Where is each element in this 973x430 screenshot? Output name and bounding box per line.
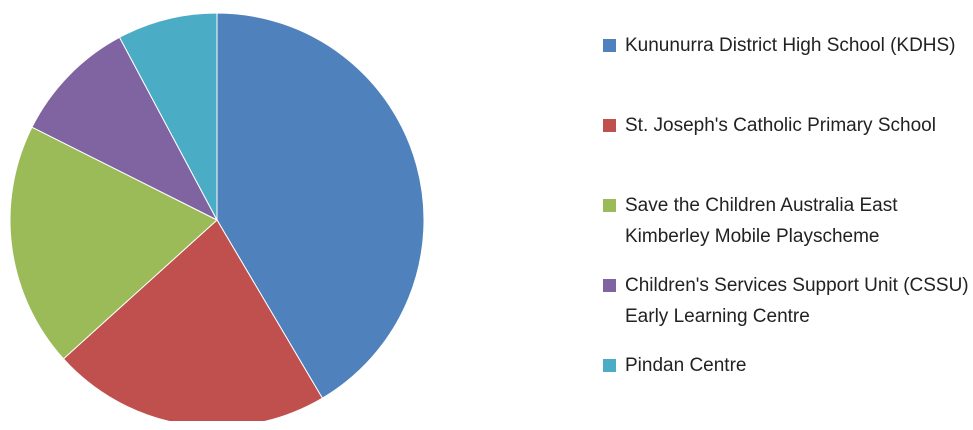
pie-slice bbox=[9, 126, 218, 360]
pie-slice bbox=[216, 12, 425, 399]
legend: Kununurra District High School (KDHS) St.… bbox=[603, 30, 973, 430]
legend-item: Save the Children Australia East Kimberl… bbox=[603, 190, 970, 270]
legend-swatch bbox=[603, 199, 616, 212]
pie-slice bbox=[62, 219, 324, 421]
legend-label: St. Joseph's Catholic Primary School bbox=[625, 115, 936, 136]
legend-label: Children's Services Support Unit (CSSU) … bbox=[625, 275, 969, 327]
legend-label: Save the Children Australia East Kimberl… bbox=[625, 195, 898, 247]
legend-label: Pindan Centre bbox=[625, 355, 747, 376]
legend-label: Kununurra District High School (KDHS) bbox=[625, 35, 956, 56]
legend-item: Kununurra District High School (KDHS) bbox=[603, 30, 970, 110]
pie-chart bbox=[9, 12, 425, 421]
legend-swatch bbox=[603, 359, 616, 372]
pie-slice bbox=[31, 36, 219, 222]
pie-slice bbox=[118, 12, 218, 221]
legend-swatch bbox=[603, 39, 616, 52]
legend-item: St. Joseph's Catholic Primary School bbox=[603, 110, 970, 190]
legend-swatch bbox=[603, 279, 616, 292]
page: {"chart_data": {"type": "pie", "categori… bbox=[9, 12, 969, 421]
legend-item: Pindan Centre bbox=[603, 350, 970, 430]
legend-swatch bbox=[603, 119, 616, 132]
legend-item: Children's Services Support Unit (CSSU) … bbox=[603, 270, 970, 350]
